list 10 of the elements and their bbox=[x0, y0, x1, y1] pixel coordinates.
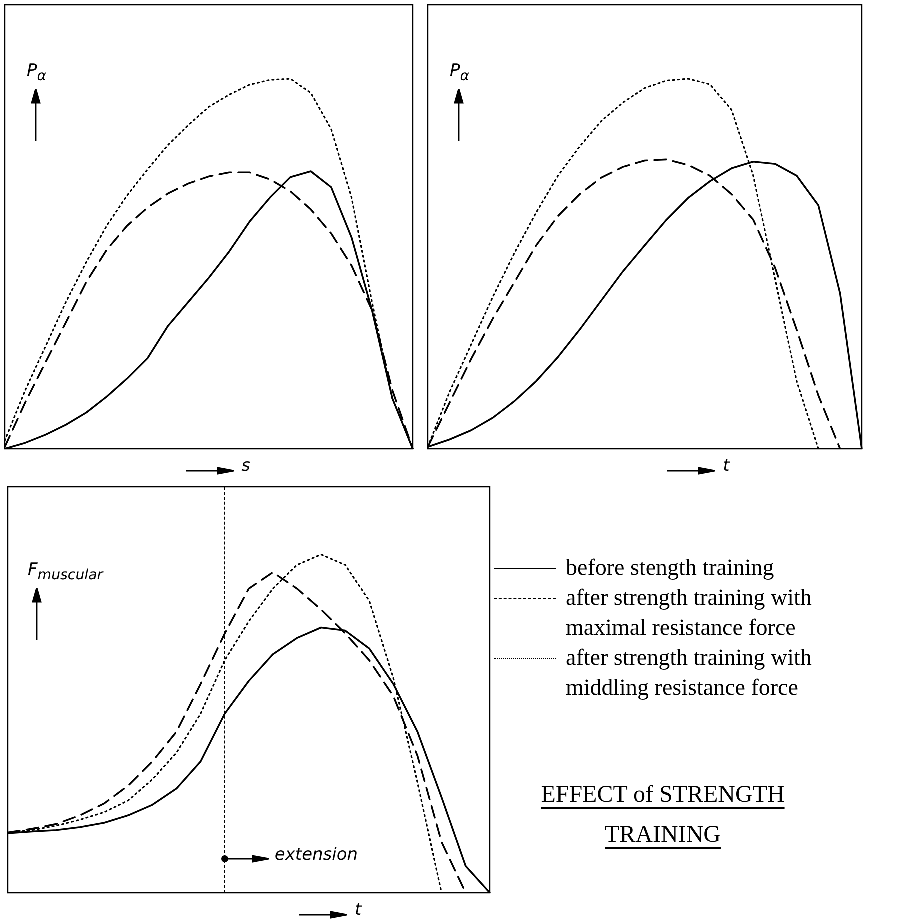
y-axis-title: P$_{α}$ bbox=[27, 61, 47, 84]
y-axis-title: P$_{α}$ bbox=[450, 61, 470, 84]
x-axis-title: t bbox=[355, 900, 362, 920]
annotation: extension bbox=[274, 845, 358, 865]
legend-label: after strength training with middling resistance force bbox=[566, 644, 813, 702]
x-axis-title: t bbox=[723, 456, 730, 476]
y-axis-title: F$_{muscular}$ bbox=[28, 560, 104, 584]
text: EFFECT of STRENGTH TRAINING bbox=[540, 781, 786, 850]
legend-label: before stength training bbox=[566, 554, 776, 582]
x-axis-title: s bbox=[242, 456, 250, 476]
